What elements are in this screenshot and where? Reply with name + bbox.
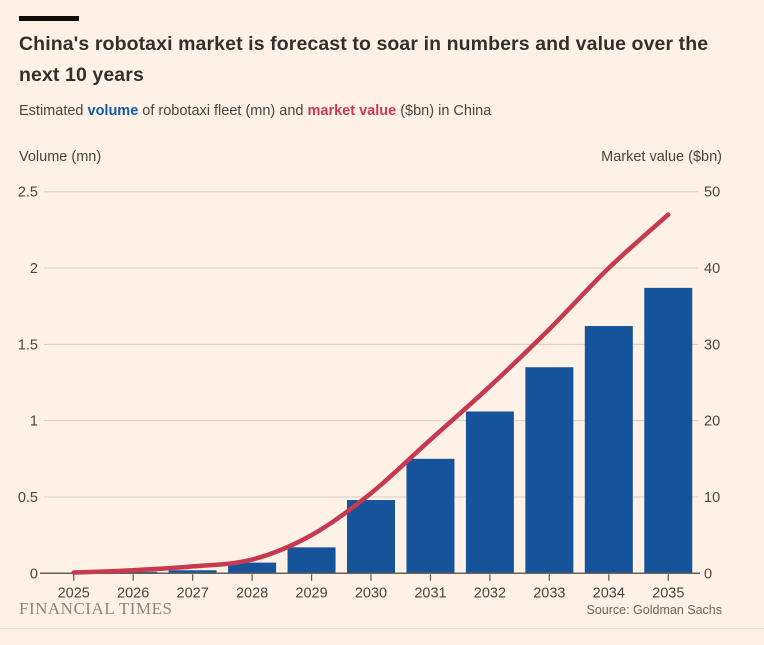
kicker-bar	[19, 16, 79, 21]
year-label-2034: 2034	[593, 585, 625, 601]
market-value-line	[71, 212, 671, 575]
year-label-2028: 2028	[236, 585, 268, 601]
financial-times-wordmark: FINANCIAL TIMES	[19, 599, 173, 618]
chart-subtitle: Estimated volume of robotaxi fleet (mn) …	[19, 103, 739, 119]
left-axis-tick-label: 2	[30, 261, 38, 277]
bar-2035	[644, 287, 693, 574]
bar-2034	[584, 326, 633, 574]
year-label-2031: 2031	[414, 585, 446, 601]
bar-2026	[109, 571, 158, 574]
subtitle-volume: volume	[87, 103, 139, 119]
subtitle-middle: of robotaxi fleet (mn) and	[138, 103, 308, 119]
left-axis-tick-label: 1	[30, 414, 38, 430]
year-label-2027: 2027	[177, 585, 209, 601]
year-label-2032: 2032	[474, 585, 506, 601]
year-label-2033: 2033	[533, 585, 565, 601]
left-axis-tick-label: 0	[30, 566, 38, 582]
subtitle-suffix: ($bn) in China	[396, 103, 492, 119]
bar-2028	[228, 562, 277, 574]
bar-2027	[168, 570, 217, 574]
right-axis-tick-label: 40	[704, 261, 720, 277]
right-axis-tick-label: 0	[704, 566, 712, 582]
year-label-2025: 2025	[58, 585, 90, 601]
subtitle-market-value: market value	[307, 103, 397, 119]
bar-2030	[347, 500, 395, 574]
page-title: China's robotaxi market is forecast to s…	[19, 33, 709, 86]
year-label-2030: 2030	[355, 585, 387, 601]
year-label-2035: 2035	[652, 585, 684, 601]
source-credit: Source: Goldman Sachs	[586, 603, 723, 617]
bar-2033	[525, 367, 574, 574]
bar-2031	[406, 458, 455, 574]
footer-rule	[0, 628, 764, 629]
right-axis-tick-label: 30	[704, 337, 720, 353]
year-label-2026: 2026	[117, 585, 149, 601]
left-axis-title: Volume (mn)	[19, 149, 102, 165]
bar-2032	[465, 411, 514, 574]
right-axis-tick-label: 20	[704, 414, 720, 430]
year-label-2029: 2029	[295, 585, 327, 601]
left-axis-tick-label: 1.5	[18, 337, 38, 353]
right-axis-tick-label: 50	[704, 185, 720, 201]
subtitle-prefix: Estimated	[19, 103, 88, 119]
right-axis-tick-label: 10	[704, 490, 720, 506]
bar-2029	[287, 547, 336, 574]
left-axis-tick-label: 0.5	[18, 490, 38, 506]
left-axis-tick-label: 2.5	[18, 185, 38, 201]
right-axis-title: Market value ($bn)	[601, 149, 722, 165]
